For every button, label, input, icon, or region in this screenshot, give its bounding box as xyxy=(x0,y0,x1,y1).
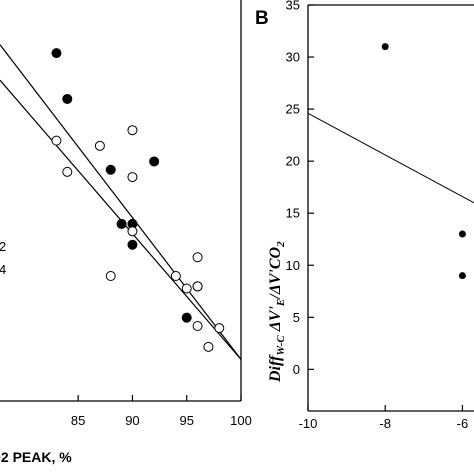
panel-b-x-tick-label: -10 xyxy=(299,416,318,431)
panel-a-x-tick-label: 95 xyxy=(179,413,193,428)
data-point-filled xyxy=(458,230,466,238)
data-point-filled xyxy=(105,164,116,175)
legend-fragment-2: 4 xyxy=(0,262,6,277)
data-point-open xyxy=(170,271,181,282)
panel-a-x-axis-label: O2 PEAK, % xyxy=(0,449,72,465)
data-point-open xyxy=(62,166,73,177)
panel-a: 85 90 95 100 2 4 O2 PEAK, % xyxy=(0,0,252,465)
ylabel-e: E xyxy=(275,299,287,307)
data-point-open xyxy=(203,341,214,352)
panel-b-x-tick-label: -8 xyxy=(379,416,391,431)
data-point-open xyxy=(105,271,116,282)
panel-b-regression-line xyxy=(307,112,474,204)
panel-a-x-tick-label: 90 xyxy=(125,413,139,428)
panel-a-points xyxy=(51,48,225,352)
data-point-filled xyxy=(149,156,160,167)
data-point-filled xyxy=(127,239,138,250)
data-point-open xyxy=(214,323,225,334)
legend-fragment-1: 2 xyxy=(0,239,6,254)
data-point-open xyxy=(127,172,138,183)
panel-b-y-tick-label: 30 xyxy=(286,50,300,65)
ylabel-slash: /ΔV'CO xyxy=(267,246,284,299)
data-point-open xyxy=(192,321,203,332)
ylabel-sub: W-C xyxy=(275,335,287,356)
data-point-open xyxy=(127,125,138,136)
data-point-open xyxy=(127,226,138,237)
data-point-filled xyxy=(381,43,389,51)
panel-a-regression-lines xyxy=(0,44,242,360)
panel-b-y-tick-label: 35 xyxy=(286,0,300,13)
data-point-open xyxy=(51,135,62,146)
data-point-filled xyxy=(116,218,127,229)
panel-b: 0 5 10 15 20 25 30 35 -10 -8 -6 B DiffW-C ΔV'E/ΔV'… xyxy=(255,0,474,431)
panel-a-x-ticks: 85 90 95 100 xyxy=(71,395,252,428)
panel-b-y-tick-label: 15 xyxy=(286,206,300,221)
data-point-open xyxy=(192,281,203,292)
panel-b-y-tick-label: 10 xyxy=(286,258,300,273)
regression-line xyxy=(307,112,474,204)
data-point-open xyxy=(192,252,203,263)
panel-a-x-tick-label: 85 xyxy=(71,413,85,428)
panel-b-y-tick-label: 25 xyxy=(286,102,300,117)
data-point-filled xyxy=(458,272,466,280)
ylabel-diff: Diff xyxy=(267,354,284,383)
data-point-open xyxy=(94,140,105,151)
panel-b-x-tick-label: -6 xyxy=(457,416,469,431)
panel-b-label: B xyxy=(255,8,269,29)
panel-b-y-axis-label: DiffW-C ΔV'E/ΔV'CO2 xyxy=(267,241,287,383)
ylabel-delta1: ΔV' xyxy=(267,306,284,333)
panel-b-y-tick-label: 20 xyxy=(286,154,300,169)
data-point-filled xyxy=(181,312,192,323)
data-point-open xyxy=(181,283,192,294)
panel-b-points xyxy=(381,43,466,280)
data-point-filled xyxy=(62,93,73,104)
ylabel-two: 2 xyxy=(275,241,287,248)
panel-b-y-tick-label: 0 xyxy=(293,362,300,377)
panel-b-y-tick-label: 5 xyxy=(293,310,300,325)
regression-line xyxy=(0,44,242,360)
panel-a-x-tick-label: 100 xyxy=(230,413,252,428)
data-point-filled xyxy=(51,48,62,59)
panel-b-x-ticks: -10 -8 -6 xyxy=(299,405,469,431)
panel-b-y-ticks: 0 5 10 15 20 25 30 35 xyxy=(286,0,314,377)
